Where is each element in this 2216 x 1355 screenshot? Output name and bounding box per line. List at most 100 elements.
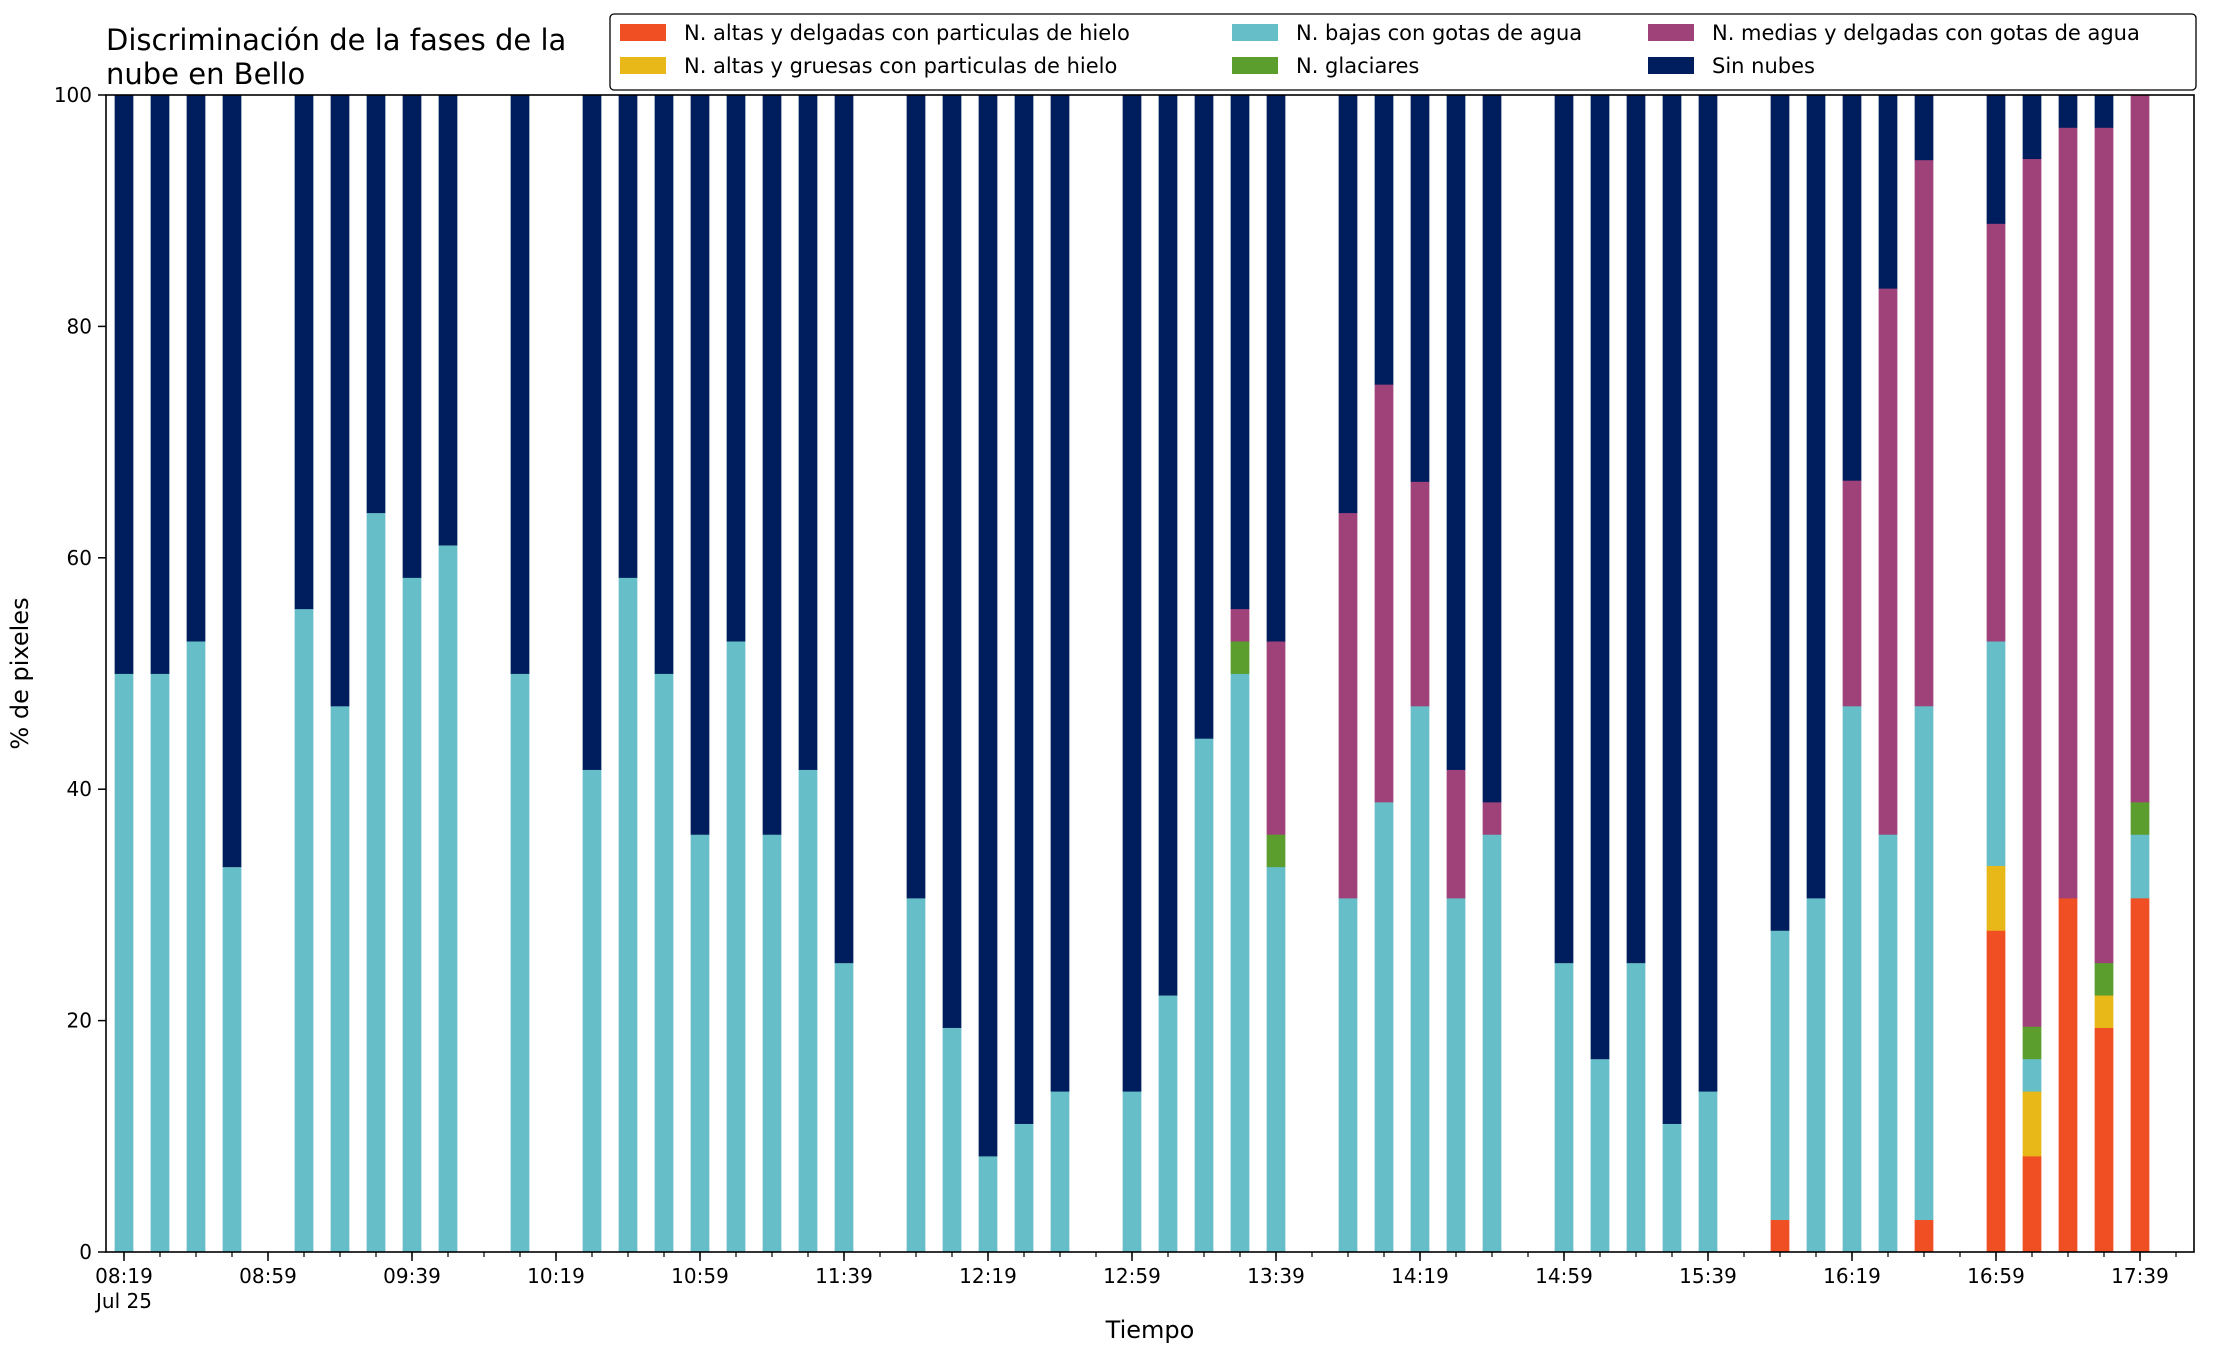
legend-swatch-altas_gruesas: [620, 57, 666, 74]
legend-label-bajas: N. bajas con gotas de agua: [1296, 21, 1582, 45]
bar-segment-altas_gruesas: [2022, 1091, 2042, 1157]
bar-segment-sin_nubes: [1158, 95, 1178, 996]
x-tick-label: 08:59: [239, 1264, 297, 1288]
bar-segment-medias: [1266, 641, 1286, 835]
bar-segment-sin_nubes: [1374, 95, 1394, 385]
legend-swatch-sin_nubes: [1648, 57, 1694, 74]
bar-segment-sin_nubes: [762, 95, 782, 835]
bar-segment-bajas: [1842, 705, 1862, 1253]
bar-segment-sin_nubes: [1446, 95, 1466, 770]
x-tick-label: 12:19: [959, 1264, 1017, 1288]
bar-segment-glaciares: [1266, 834, 1286, 868]
x-tick-label: 08:19: [95, 1264, 153, 1288]
bar-segment-sin_nubes: [438, 95, 458, 546]
bar-segment-sin_nubes: [150, 95, 170, 674]
bar-segment-altas_delgadas: [2130, 897, 2150, 1253]
bar-segment-bajas: [1770, 930, 1790, 1220]
bar-segment-sin_nubes: [1482, 95, 1502, 803]
bar-segment-bajas: [1050, 1091, 1070, 1253]
bar-segment-sin_nubes: [582, 95, 602, 770]
bar-segment-bajas: [654, 673, 674, 1253]
bar-segment-bajas: [1554, 962, 1574, 1253]
bar-segment-sin_nubes: [2094, 95, 2114, 128]
bar-segment-medias: [1446, 769, 1466, 899]
bar-segment-sin_nubes: [1122, 95, 1142, 1092]
bar-segment-bajas: [1194, 738, 1214, 1253]
bar-segment-bajas: [582, 769, 602, 1253]
bar-segment-sin_nubes: [402, 95, 422, 578]
bar-segment-bajas: [222, 866, 242, 1253]
bar-segment-sin_nubes: [654, 95, 674, 674]
bar-segment-medias: [1878, 288, 1898, 835]
bar-segment-bajas: [1590, 1058, 1610, 1253]
bar-segment-bajas: [1374, 801, 1394, 1253]
bar-segment-sin_nubes: [1014, 95, 1034, 1124]
bar-segment-bajas: [798, 769, 818, 1253]
legend-swatch-medias: [1648, 24, 1694, 41]
legend-swatch-bajas: [1232, 24, 1278, 41]
bar-segment-sin_nubes: [1050, 95, 1070, 1092]
x-tick-label: 09:39: [383, 1264, 441, 1288]
y-tick-label: 40: [67, 777, 92, 801]
bar-segment-medias: [1842, 480, 1862, 707]
x-tick-label: 14:19: [1391, 1264, 1449, 1288]
bar-segment-bajas: [438, 545, 458, 1253]
legend-label-glaciares: N. glaciares: [1296, 54, 1419, 78]
y-tick-label: 60: [67, 546, 92, 570]
legend-swatch-glaciares: [1232, 57, 1278, 74]
bar-segment-bajas: [510, 673, 530, 1253]
bar-segment-bajas: [834, 962, 854, 1253]
bar-segment-bajas: [942, 1027, 962, 1253]
bar-segment-glaciares: [2094, 962, 2114, 996]
bar-segment-sin_nubes: [978, 95, 998, 1157]
bars-layer: [114, 95, 2150, 1253]
bar-segment-bajas: [2130, 834, 2150, 899]
bar-segment-medias: [1374, 384, 1394, 803]
bar-segment-sin_nubes: [114, 95, 134, 674]
bar-segment-bajas: [150, 673, 170, 1253]
bar-segment-bajas: [1230, 673, 1250, 1253]
bar-segment-glaciares: [2022, 1026, 2042, 1060]
x-axis-label: Tiempo: [1105, 1316, 1195, 1344]
bar-segment-sin_nubes: [510, 95, 530, 674]
bar-segment-altas_delgadas: [2022, 1155, 2042, 1253]
bar-segment-bajas: [366, 512, 386, 1253]
legend: N. altas y delgadas con particulas de hi…: [609, 13, 2197, 91]
bar-segment-bajas: [726, 641, 746, 1253]
bar-segment-altas_gruesas: [2094, 995, 2114, 1028]
bar-segment-bajas: [1446, 897, 1466, 1253]
bar-segment-sin_nubes: [1590, 95, 1610, 1060]
y-tick-label: 20: [67, 1009, 92, 1033]
bar-segment-glaciares: [1230, 641, 1250, 674]
legend-label-altas_delgadas: N. altas y delgadas con particulas de hi…: [684, 21, 1130, 45]
bar-segment-bajas: [186, 641, 206, 1253]
x-tick-label: 16:59: [1967, 1264, 2025, 1288]
x-tick-sublabel: Jul 25: [94, 1289, 152, 1313]
bar-segment-medias: [2058, 127, 2078, 899]
bar-segment-altas_delgadas: [1986, 930, 2006, 1253]
bar-segment-bajas: [1410, 705, 1430, 1253]
bar-segment-sin_nubes: [942, 95, 962, 1028]
x-tick-label: 11:39: [815, 1264, 873, 1288]
bar-segment-sin_nubes: [294, 95, 314, 610]
bar-segment-sin_nubes: [1770, 95, 1790, 931]
bar-segment-sin_nubes: [222, 95, 242, 868]
bar-segment-sin_nubes: [1842, 95, 1862, 481]
legend-label-altas_gruesas: N. altas y gruesas con particulas de hie…: [684, 54, 1117, 78]
bar-segment-medias: [1338, 512, 1358, 899]
x-tick-label: 17:39: [2111, 1264, 2169, 1288]
legend-label-medias: N. medias y delgadas con gotas de agua: [1712, 21, 2140, 45]
bar-segment-bajas: [1806, 897, 1826, 1253]
bar-segment-medias: [2094, 127, 2114, 964]
bar-segment-altas_gruesas: [1986, 865, 2006, 931]
bar-segment-sin_nubes: [1554, 95, 1574, 964]
bar-segment-sin_nubes: [1986, 95, 2006, 224]
bar-segment-sin_nubes: [726, 95, 746, 642]
bar-segment-sin_nubes: [1230, 95, 1250, 610]
bar-segment-sin_nubes: [834, 95, 854, 964]
bar-segment-bajas: [1914, 705, 1934, 1221]
bar-segment-bajas: [978, 1155, 998, 1253]
x-tick-label: 12:59: [1103, 1264, 1161, 1288]
